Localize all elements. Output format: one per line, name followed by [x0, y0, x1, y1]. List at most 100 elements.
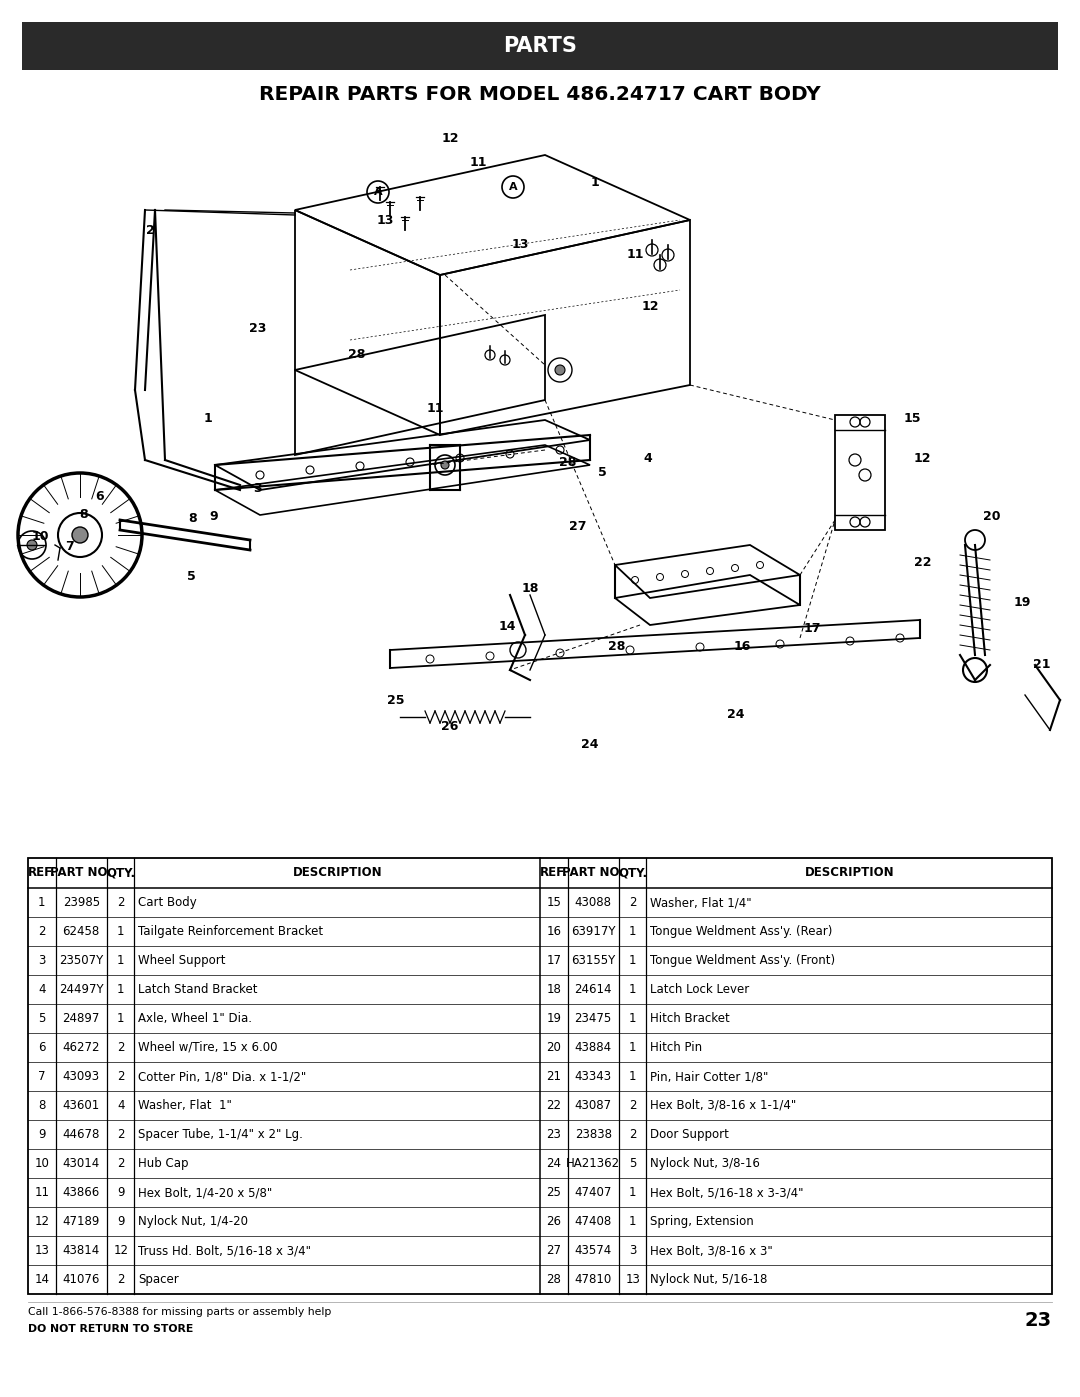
Text: 22: 22: [915, 556, 932, 569]
Text: 6: 6: [38, 1041, 45, 1053]
Text: 27: 27: [569, 520, 586, 532]
Text: 20: 20: [546, 1041, 562, 1053]
Text: 23507Y: 23507Y: [59, 954, 104, 967]
Text: 28: 28: [349, 348, 366, 362]
Text: Hitch Bracket: Hitch Bracket: [650, 1011, 730, 1025]
Text: HA21362: HA21362: [566, 1157, 620, 1171]
Text: QTY.: QTY.: [106, 866, 135, 880]
Text: Pin, Hair Cotter 1/8": Pin, Hair Cotter 1/8": [650, 1070, 769, 1083]
Circle shape: [27, 541, 37, 550]
Text: 2: 2: [117, 895, 124, 909]
Text: Spacer Tube, 1-1/4" x 2" Lg.: Spacer Tube, 1-1/4" x 2" Lg.: [138, 1127, 303, 1141]
Text: 23: 23: [546, 1127, 562, 1141]
Text: Door Support: Door Support: [650, 1127, 729, 1141]
Text: 24497Y: 24497Y: [59, 983, 104, 996]
Text: PART NO.: PART NO.: [563, 866, 624, 880]
Text: 12: 12: [442, 131, 459, 144]
Text: 1: 1: [117, 925, 124, 937]
Text: 3: 3: [38, 954, 45, 967]
Text: 14: 14: [498, 619, 516, 633]
Text: 5: 5: [187, 570, 195, 583]
Text: 23: 23: [1025, 1310, 1052, 1330]
Text: 1: 1: [629, 1186, 636, 1199]
Text: 2: 2: [38, 925, 45, 937]
Text: 6: 6: [96, 489, 105, 503]
Text: 18: 18: [522, 581, 539, 595]
Text: Washer, Flat 1/4": Washer, Flat 1/4": [650, 895, 752, 909]
Text: 8: 8: [80, 509, 89, 521]
Text: 23475: 23475: [575, 1011, 612, 1025]
Text: 3: 3: [629, 1243, 636, 1257]
Text: 43088: 43088: [575, 895, 611, 909]
Bar: [22, 22, 1058, 70]
Text: 47810: 47810: [575, 1273, 612, 1287]
Text: 63917Y: 63917Y: [571, 925, 616, 937]
Text: Nylock Nut, 3/8-16: Nylock Nut, 3/8-16: [650, 1157, 760, 1171]
Text: 2: 2: [117, 1273, 124, 1287]
Text: DESCRIPTION: DESCRIPTION: [805, 866, 894, 880]
Text: Latch Lock Lever: Latch Lock Lever: [650, 983, 750, 996]
Text: 3: 3: [254, 482, 262, 495]
Text: Nylock Nut, 1/4-20: Nylock Nut, 1/4-20: [138, 1215, 248, 1228]
Text: 63155Y: 63155Y: [571, 954, 616, 967]
Text: 1: 1: [629, 1215, 636, 1228]
Text: 24: 24: [581, 739, 598, 752]
Text: 24897: 24897: [63, 1011, 100, 1025]
Text: Call 1-866-576-8388 for missing parts or assembly help: Call 1-866-576-8388 for missing parts or…: [28, 1308, 332, 1317]
Text: 43093: 43093: [63, 1070, 99, 1083]
Text: 1: 1: [117, 1011, 124, 1025]
Text: 44678: 44678: [63, 1127, 100, 1141]
Text: 16: 16: [733, 640, 751, 652]
Text: 19: 19: [1013, 595, 1030, 609]
Text: 13: 13: [376, 214, 394, 226]
Text: 1: 1: [629, 1041, 636, 1053]
Text: 43014: 43014: [63, 1157, 99, 1171]
Text: 28: 28: [608, 640, 625, 652]
Text: 11: 11: [427, 401, 444, 415]
Text: 47408: 47408: [575, 1215, 612, 1228]
Text: 1: 1: [117, 983, 124, 996]
Text: 2: 2: [629, 1127, 636, 1141]
Text: Wheel w/Tire, 15 x 6.00: Wheel w/Tire, 15 x 6.00: [138, 1041, 278, 1053]
Text: 2: 2: [117, 1127, 124, 1141]
Text: Tailgate Reinforcement Bracket: Tailgate Reinforcement Bracket: [138, 925, 324, 937]
Text: 1: 1: [629, 1011, 636, 1025]
Text: QTY.: QTY.: [618, 866, 647, 880]
Text: 9: 9: [117, 1186, 124, 1199]
Text: 43601: 43601: [63, 1099, 99, 1112]
Text: 17: 17: [804, 622, 821, 634]
Text: 4: 4: [644, 451, 652, 464]
Text: 1: 1: [629, 1070, 636, 1083]
Text: Hex Bolt, 5/16-18 x 3-3/4": Hex Bolt, 5/16-18 x 3-3/4": [650, 1186, 804, 1199]
Text: 27: 27: [546, 1243, 562, 1257]
Bar: [28, 858, 1052, 1294]
Text: Washer, Flat  1": Washer, Flat 1": [138, 1099, 232, 1112]
Text: 16: 16: [546, 925, 562, 937]
Text: 28: 28: [559, 457, 577, 469]
Text: 11: 11: [469, 155, 487, 169]
Text: 1: 1: [629, 983, 636, 996]
Circle shape: [72, 527, 87, 543]
Text: 62458: 62458: [63, 925, 99, 937]
Text: 11: 11: [626, 249, 644, 261]
Text: REF.: REF.: [540, 866, 568, 880]
Text: 12: 12: [113, 1243, 129, 1257]
Text: REPAIR PARTS FOR MODEL 486.24717 CART BODY: REPAIR PARTS FOR MODEL 486.24717 CART BO…: [259, 85, 821, 105]
Text: 2: 2: [117, 1070, 124, 1083]
Text: 17: 17: [546, 954, 562, 967]
Circle shape: [555, 365, 565, 374]
Text: 8: 8: [189, 511, 198, 524]
Text: 43866: 43866: [63, 1186, 99, 1199]
Text: 12: 12: [642, 300, 659, 313]
Circle shape: [441, 461, 449, 469]
Text: 21: 21: [546, 1070, 562, 1083]
Text: 20: 20: [983, 510, 1001, 522]
Text: Hitch Pin: Hitch Pin: [650, 1041, 703, 1053]
Text: 10: 10: [35, 1157, 50, 1171]
Text: 2: 2: [117, 1157, 124, 1171]
Text: 19: 19: [546, 1011, 562, 1025]
Text: 46272: 46272: [63, 1041, 100, 1053]
Text: Hex Bolt, 3/8-16 x 3": Hex Bolt, 3/8-16 x 3": [650, 1243, 773, 1257]
Text: REF.: REF.: [28, 866, 56, 880]
Text: 43884: 43884: [575, 1041, 611, 1053]
